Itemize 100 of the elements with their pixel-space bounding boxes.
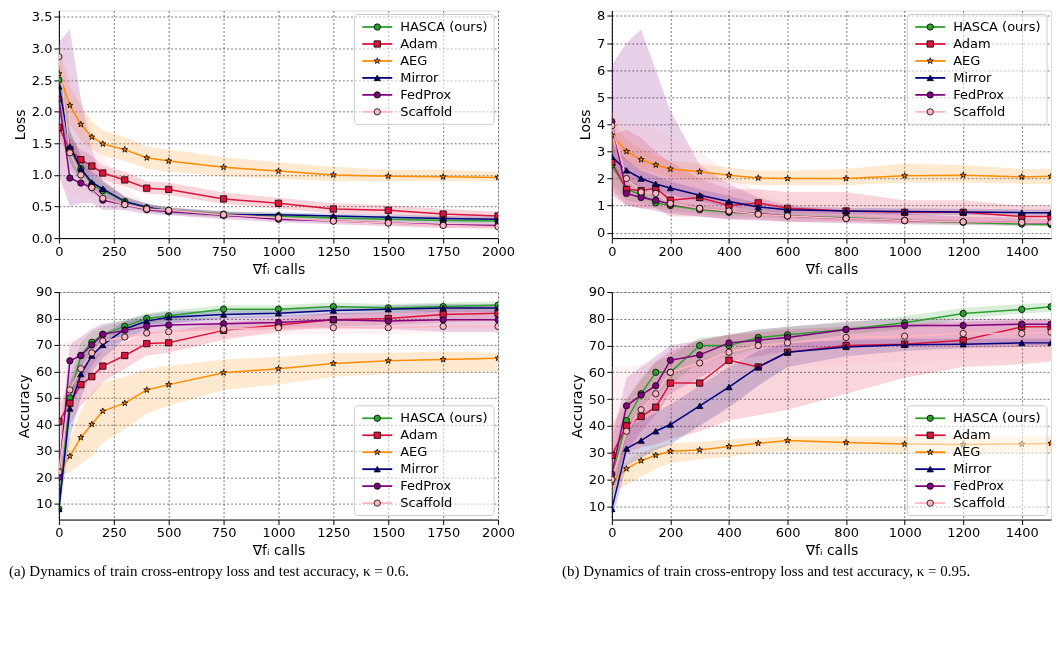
x-axis-title: ∇fᵢ calls <box>251 542 306 559</box>
legend-label: AEG <box>400 444 428 460</box>
x-tick-label: 1400 <box>1005 243 1039 259</box>
x-tick-label: 0 <box>608 243 617 259</box>
y-tick-label: 0 <box>597 225 606 241</box>
x-tick-label: 0 <box>55 243 64 259</box>
legend-label: Adam <box>400 35 438 51</box>
legend-label: FedProx <box>953 478 1005 494</box>
legend-label: Adam <box>953 427 991 443</box>
y-tick-label: 0.5 <box>31 198 53 214</box>
y-tick-label: 80 <box>35 310 53 326</box>
y-tick-label: 70 <box>35 337 53 353</box>
x-tick-label: 1750 <box>427 525 461 541</box>
x-tick-label: 1250 <box>317 525 351 541</box>
y-tick-label: 2 <box>597 171 606 186</box>
legend-label: HASCA (ours) <box>953 410 1041 426</box>
y-tick-label: 70 <box>588 338 606 354</box>
x-tick-label: 1000 <box>262 243 296 259</box>
x-tick-label: 250 <box>101 525 127 541</box>
legend-label: Scaffold <box>400 495 453 511</box>
x-tick-label: 750 <box>211 243 237 259</box>
legend-label: Scaffold <box>953 103 1006 119</box>
x-tick-label: 1500 <box>372 243 406 259</box>
y-tick-label: 6 <box>597 62 606 78</box>
y-axis-title: Loss <box>11 109 28 141</box>
y-tick-label: 30 <box>588 445 606 461</box>
legend-label: HASCA (ours) <box>400 410 488 426</box>
legend-label: FedProx <box>400 86 452 102</box>
y-tick-label: 5 <box>597 89 606 105</box>
legend-label: Scaffold <box>953 495 1006 511</box>
legend-label: Scaffold <box>400 103 453 119</box>
y-tick-label: 80 <box>588 311 606 327</box>
x-tick-label: 2000 <box>482 243 516 259</box>
y-tick-label: 1.5 <box>31 135 53 151</box>
x-axis-title: ∇fᵢ calls <box>251 260 306 277</box>
legend-label: Adam <box>400 427 438 443</box>
x-tick-label: 1000 <box>888 243 922 259</box>
text: (a) Dynamics of train cross-entropy loss and test accuracy, κ = 0.6. <box>8 563 409 581</box>
x-tick-label: 1000 <box>888 525 922 541</box>
y-tick-label: 50 <box>35 390 53 406</box>
x-axis-title: ∇fᵢ calls <box>804 542 859 559</box>
y-axis-title: Accuracy <box>568 374 585 439</box>
y-tick-label: 90 <box>35 284 53 300</box>
y-tick-label: 3.5 <box>31 9 53 25</box>
x-tick-label: 200 <box>658 243 684 259</box>
x-tick-label: 250 <box>101 243 127 259</box>
x-tick-label: 800 <box>834 243 859 259</box>
x-tick-label: 500 <box>156 243 182 259</box>
y-tick-label: 60 <box>35 363 53 379</box>
x-tick-label: 1200 <box>947 525 981 541</box>
x-tick-label: 500 <box>156 525 182 541</box>
y-tick-label: 3 <box>597 143 606 159</box>
y-tick-label: 8 <box>597 8 606 24</box>
y-tick-label: 40 <box>35 416 53 432</box>
legend-label: AEG <box>400 52 428 68</box>
legend-label: Adam <box>953 35 991 51</box>
legend-label: Mirror <box>400 461 440 477</box>
x-tick-label: 400 <box>717 525 742 541</box>
x-tick-label: 1200 <box>947 243 981 259</box>
x-tick-label: 1500 <box>372 525 406 541</box>
x-tick-label: 1400 <box>1005 525 1039 541</box>
x-tick-label: 2000 <box>482 525 516 541</box>
legend-label: Mirror <box>953 461 993 477</box>
y-tick-label: 30 <box>35 443 53 459</box>
x-tick-label: 750 <box>211 525 237 541</box>
y-tick-label: 60 <box>588 364 606 380</box>
y-tick-label: 40 <box>588 418 606 434</box>
y-tick-label: 90 <box>588 284 606 300</box>
x-tick-label: 1750 <box>427 243 461 259</box>
x-axis-title: ∇fᵢ calls <box>804 260 859 277</box>
legend-label: AEG <box>953 444 981 460</box>
legend-label: HASCA (ours) <box>400 19 488 34</box>
legend-label: FedProx <box>400 478 452 494</box>
y-tick-label: 1.0 <box>31 167 53 183</box>
y-tick-label: 10 <box>588 498 606 514</box>
y-tick-label: 10 <box>35 496 53 512</box>
x-tick-label: 200 <box>658 525 684 541</box>
y-axis-title: Accuracy <box>15 374 32 439</box>
legend-label: AEG <box>953 52 981 68</box>
y-tick-label: 20 <box>35 469 53 485</box>
x-tick-label: 0 <box>608 525 617 541</box>
x-tick-label: 600 <box>775 243 801 259</box>
x-tick-label: 400 <box>717 243 742 259</box>
y-tick-label: 4 <box>597 116 606 132</box>
y-tick-label: 2.0 <box>31 104 53 120</box>
y-axis-title: Loss <box>577 109 594 141</box>
legend-label: Mirror <box>953 69 993 85</box>
legend-label: HASCA (ours) <box>953 19 1041 34</box>
x-tick-label: 1250 <box>317 243 351 259</box>
y-tick-label: 7 <box>597 35 606 51</box>
y-tick-label: 3.0 <box>31 40 53 56</box>
y-tick-label: 2.5 <box>31 72 53 88</box>
x-tick-label: 600 <box>775 525 801 541</box>
text: (b) Dynamics of train cross-entropy loss and test accuracy, κ = 0.95. <box>561 563 971 581</box>
legend-label: FedProx <box>953 86 1005 102</box>
x-tick-label: 1000 <box>262 525 296 541</box>
legend-label: Mirror <box>400 69 440 85</box>
y-tick-label: 0.0 <box>31 230 53 246</box>
y-tick-label: 1 <box>597 198 606 214</box>
y-tick-label: 20 <box>588 471 606 487</box>
